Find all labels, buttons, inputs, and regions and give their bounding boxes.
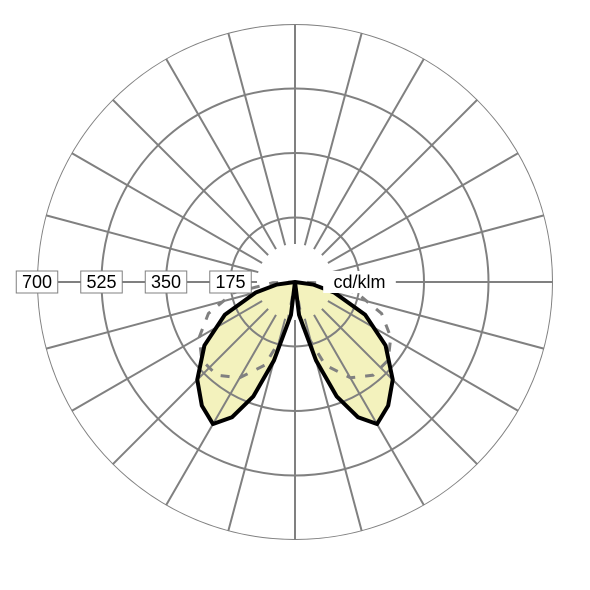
- polar-light-distribution-chart: 175 350 525 700 cd/klm: [0, 0, 590, 590]
- axis-tick-label: 700: [22, 272, 52, 292]
- axis-tick-label: 525: [86, 272, 116, 292]
- axis-tick-label: 350: [151, 272, 181, 292]
- grid-spoke: [46, 215, 259, 272]
- axis-unit-label: cd/klm: [333, 272, 385, 292]
- grid-spoke: [332, 215, 545, 272]
- grid-spoke: [322, 100, 478, 256]
- grid-spoke: [305, 33, 362, 246]
- grid-spoke: [228, 33, 285, 246]
- axis-tick-label: 175: [215, 272, 245, 292]
- grid-spoke: [113, 100, 269, 256]
